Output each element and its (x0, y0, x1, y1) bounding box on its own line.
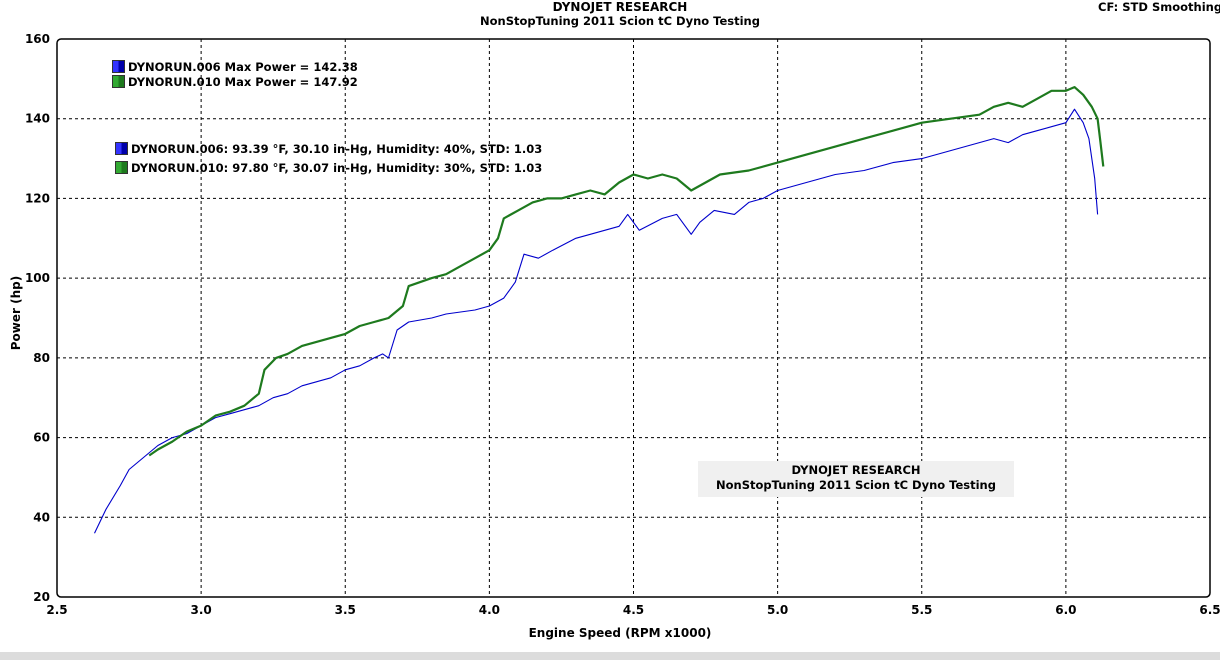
legend-maxpower-010: DYNORUN.010 Max Power = 147.92 (112, 75, 358, 89)
legend-swatch-006-cond (115, 142, 128, 155)
y-tick-label: 60 (33, 431, 50, 445)
y-tick-label: 140 (25, 112, 50, 126)
x-axis-label: Engine Speed (RPM x1000) (528, 626, 712, 640)
x-tick-label: 5.5 (911, 603, 932, 617)
y-tick-label: 160 (25, 32, 50, 46)
y-axis-label: Power (hp) (9, 275, 23, 351)
y-tick-label: 20 (33, 590, 50, 604)
correction-factor-label: CF: STD Smoothing (1098, 0, 1220, 14)
legend-maxpower-006-text: DYNORUN.006 Max Power = 142.38 (128, 60, 358, 74)
x-tick-label: 6.0 (1055, 603, 1076, 617)
legend-maxpower-010-text: DYNORUN.010 Max Power = 147.92 (128, 75, 358, 89)
series-line-dynorun-006 (94, 108, 1099, 534)
legend-maxpower-006: DYNORUN.006 Max Power = 142.38 (112, 60, 358, 74)
y-tick-label: 80 (33, 351, 50, 365)
y-tick-label: 120 (25, 191, 50, 205)
legend-conditions-010-text: DYNORUN.010: 97.80 °F, 30.07 in-Hg, Humi… (131, 161, 543, 175)
note-line-1: DYNOJET RESEARCH (791, 463, 921, 477)
legend-swatch-010-cond (115, 161, 128, 174)
series-line-dynorun-010 (148, 86, 1105, 457)
chart-title: DYNOJET RESEARCH (552, 0, 688, 14)
legend-conditions-010: DYNORUN.010: 97.80 °F, 30.07 in-Hg, Humi… (115, 161, 542, 175)
legend-conditions-006: DYNORUN.006: 93.39 °F, 30.10 in-Hg, Humi… (115, 142, 542, 156)
y-tick-label: 100 (25, 271, 50, 285)
x-tick-label: 3.0 (190, 603, 211, 617)
x-tick-label: 2.5 (46, 603, 67, 617)
note-box: DYNOJET RESEARCH NonStopTuning 2011 Scio… (698, 461, 1014, 497)
legend-swatch-006 (112, 60, 125, 73)
x-tick-label: 3.5 (335, 603, 356, 617)
note-line-2: NonStopTuning 2011 Scion tC Dyno Testing (716, 478, 996, 492)
status-strip (0, 652, 1220, 660)
x-tick-label: 4.0 (479, 603, 500, 617)
chart-subtitle: NonStopTuning 2011 Scion tC Dyno Testing (480, 14, 760, 28)
x-tick-label: 4.5 (623, 603, 644, 617)
legend-swatch-010 (112, 75, 125, 88)
x-tick-label: 6.5 (1199, 603, 1220, 617)
y-tick-label: 40 (33, 510, 50, 524)
x-tick-label: 5.0 (767, 603, 788, 617)
legend-conditions-006-text: DYNORUN.006: 93.39 °F, 30.10 in-Hg, Humi… (131, 142, 543, 156)
